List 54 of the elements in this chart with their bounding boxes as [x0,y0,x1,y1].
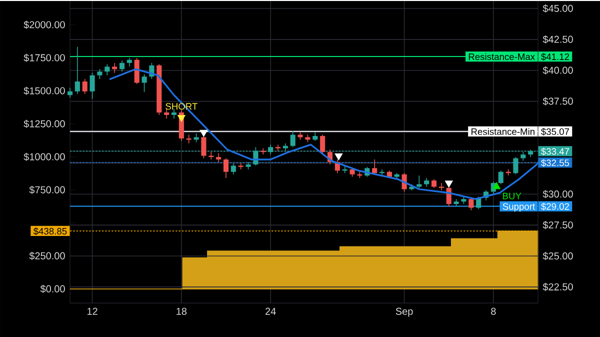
candlestick [290,130,296,148]
y2-tick-label: $0.00 [40,284,65,293]
ref-line-label: Resistance-Max [468,53,535,60]
candlestick [513,156,518,175]
y-tick-label: $33.47 [541,148,570,156]
candlestick [164,108,170,120]
candlestick [67,87,73,98]
y-tick-label: $42.50 [542,35,573,44]
candlestick [498,170,504,185]
candlestick [119,60,125,72]
candlestick [372,159,378,175]
y-tick-label: $29.02 [541,202,570,210]
y-tick-label: $37.50 [542,97,573,106]
candlestick [171,108,177,120]
candlestick [104,64,110,76]
series-label: BUY [503,192,522,200]
y-tick-label: $27.50 [542,221,573,230]
y-tick-label: $22.50 [542,282,573,291]
candlestick [275,144,281,152]
y2-tick-label: $1750.00 [24,54,65,62]
y-tick-label: $25.00 [542,252,573,260]
y2-tick-label: $438.85 [33,228,67,236]
x-tick-label: 8 [491,308,496,315]
y-tick-label: $41.12 [541,53,570,61]
candlestick [82,78,88,94]
candlestick [238,162,244,170]
candlestick [112,62,118,74]
y2-tick-label: $750.00 [29,186,65,194]
candlestick [230,162,236,175]
y2-tick-label: $1250.00 [24,120,65,128]
x-tick-label: 18 [176,308,187,315]
y2-tick-label: $1000.00 [24,152,65,161]
y-tick-label: $35.07 [541,128,570,136]
y-tick-label: $30.00 [542,190,573,198]
candlestick [90,72,95,100]
y-tick-label: $32.55 [541,159,570,167]
x-tick-label: Sep [396,308,413,317]
x-tick-label: 24 [266,308,276,315]
y-tick-label: $40.00 [542,66,573,74]
candlestick [142,74,147,92]
candlestick [97,68,102,80]
ref-line-label: Support [502,203,535,212]
candlestick [468,197,474,211]
candlestick [223,158,229,178]
y2-tick-label: $2000.00 [24,20,65,29]
ref-line-label: Resistance-Min [472,128,534,135]
y-tick-label: $45.00 [542,4,573,13]
candlestick [416,175,422,188]
candlestick [438,182,444,191]
candlestick [74,46,80,94]
x-tick-label: 12 [87,308,98,315]
candlestick [320,134,326,155]
y2-tick-label: $250.00 [29,252,65,260]
y2-tick-label: $1500.00 [24,86,65,95]
